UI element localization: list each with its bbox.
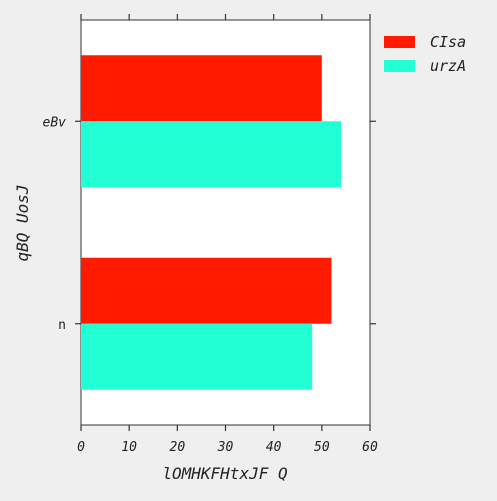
y-tick-label: eBv	[43, 115, 67, 130]
ticks-layer: 0 10 20 30 40 50 60 n eBv	[43, 14, 378, 455]
x-tick-label: 20	[170, 440, 186, 455]
legend-swatch-urzA	[384, 60, 415, 72]
y-axis-title: qBQ UosJ	[13, 184, 32, 261]
x-tick-label: 0	[77, 440, 85, 455]
legend-label-CIsa: CIsa	[430, 33, 466, 51]
x-tick-label: 10	[121, 440, 137, 455]
bar-CIsa-n	[81, 257, 332, 324]
x-tick-label: 60	[362, 440, 378, 455]
legend-label-urzA: urzA	[430, 57, 466, 75]
bars-layer	[81, 55, 342, 390]
x-axis-title: lOMHKFHtxJF Q	[162, 464, 287, 483]
x-tick-label: 50	[314, 440, 330, 455]
legend: CIsa urzA	[384, 33, 466, 75]
bar-urzA-eBv	[81, 121, 342, 188]
y-tick-label: n	[58, 318, 66, 333]
legend-swatch-CIsa	[384, 36, 415, 48]
x-tick-label: 30	[217, 440, 234, 455]
bar-CIsa-eBv	[81, 55, 322, 122]
x-tick-label: 40	[266, 440, 282, 455]
bar-urzA-n	[81, 323, 313, 390]
